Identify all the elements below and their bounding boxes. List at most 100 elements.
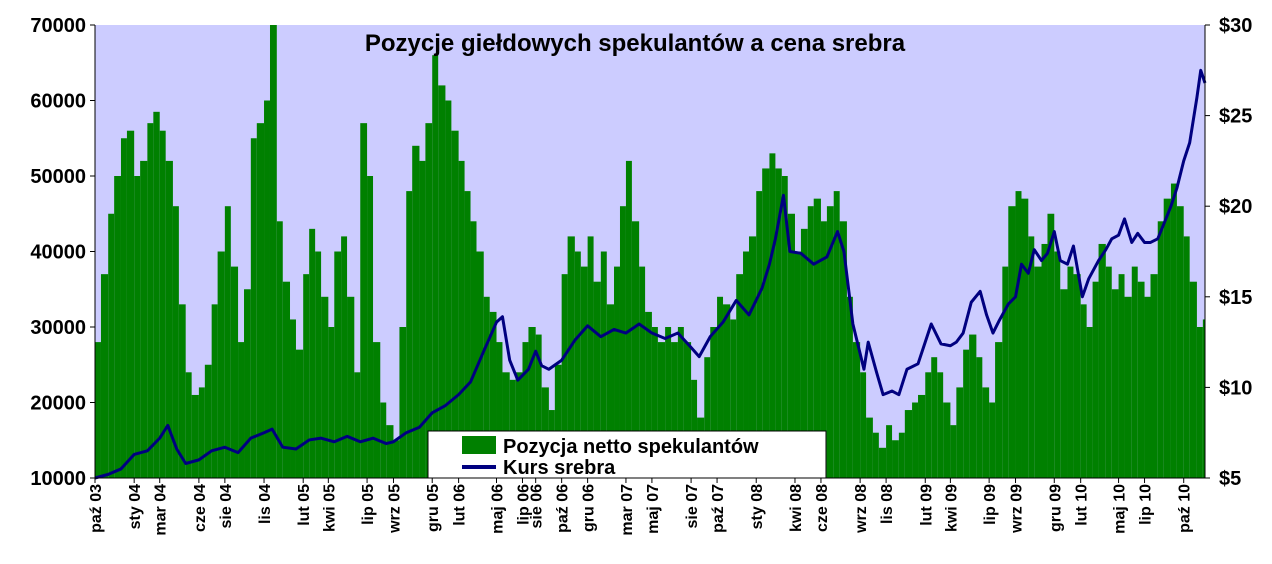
bar [483, 296, 490, 478]
left-tick-label: 40000 [30, 242, 86, 264]
left-tick-label: 60000 [30, 91, 86, 113]
bar [153, 111, 160, 478]
x-tick-label: paź 07 [710, 484, 727, 533]
bar [360, 123, 368, 479]
bar [619, 206, 626, 478]
bar [748, 236, 757, 478]
bar [399, 327, 407, 478]
bar [794, 251, 801, 478]
x-tick-label: lip 09 [982, 484, 999, 525]
bar [1086, 327, 1093, 478]
left-tick-label: 30000 [30, 317, 86, 339]
bar [743, 251, 749, 478]
bar [445, 100, 452, 478]
bar [1131, 266, 1138, 478]
x-tick-label: gru 05 [425, 484, 442, 532]
right-tick-label: $20 [1219, 196, 1252, 218]
x-tick-label: gru 09 [1047, 484, 1064, 532]
bar [191, 394, 199, 478]
bar [502, 372, 510, 478]
bar [276, 221, 283, 479]
x-tick-label: maj 10 [1112, 484, 1129, 534]
bar [1189, 281, 1197, 478]
right-tick-label: $15 [1219, 287, 1252, 309]
bar [458, 160, 465, 478]
bar [309, 228, 316, 478]
bar [807, 206, 814, 478]
bar [925, 372, 932, 478]
x-tick-label: paź 03 [88, 484, 105, 533]
bar [1067, 266, 1074, 478]
x-tick-label: paź 10 [1177, 484, 1194, 533]
bar [1002, 266, 1009, 478]
bar [813, 198, 821, 478]
left-tick-label: 70000 [30, 15, 86, 37]
bar [1073, 274, 1081, 478]
bar [386, 425, 394, 478]
right-tick-label: $25 [1219, 106, 1252, 128]
line-series [94, 68, 1207, 480]
bar [515, 372, 523, 478]
x-tick-label: lut 10 [1074, 484, 1091, 526]
x-tick-label: kwi 05 [321, 484, 338, 532]
bar [631, 221, 640, 479]
bar [438, 85, 446, 479]
bar [787, 213, 795, 478]
bar [470, 221, 477, 479]
bar [108, 213, 115, 478]
bar [976, 357, 983, 478]
bar [95, 342, 101, 478]
bar [476, 251, 484, 478]
bar [820, 221, 827, 479]
bar [775, 168, 782, 478]
bar [800, 228, 808, 478]
bar [315, 251, 322, 478]
bar [406, 191, 413, 478]
bar [419, 160, 426, 478]
bar [671, 342, 678, 478]
bar [717, 296, 724, 478]
x-tick-label: sie 04 [218, 484, 235, 529]
bar [528, 327, 536, 478]
bar [354, 372, 361, 478]
right-tick-label: $10 [1219, 377, 1252, 399]
x-tick-label: gru 06 [581, 484, 598, 532]
bar [509, 379, 516, 478]
bar [290, 319, 296, 478]
x-tick-label: wrz 05 [387, 484, 404, 534]
x-tick-label: kwi 09 [943, 484, 960, 532]
bar [912, 402, 919, 478]
bar [574, 251, 581, 478]
bar [1080, 304, 1087, 478]
bar [762, 168, 770, 478]
bar [683, 342, 692, 478]
bar [1202, 319, 1205, 478]
bar [723, 304, 731, 478]
bar [140, 160, 148, 478]
series-line-kurs-srebra [94, 68, 1207, 480]
bar [412, 145, 420, 479]
bar [892, 440, 899, 478]
bar [1157, 221, 1164, 479]
bar [833, 191, 840, 478]
right-tick-label: $5 [1219, 468, 1241, 490]
bar [1092, 281, 1099, 478]
bar [677, 327, 684, 478]
bar [963, 349, 970, 478]
bar [198, 387, 205, 478]
bar [730, 319, 737, 478]
bar [710, 327, 718, 478]
left-tick-label: 20000 [30, 393, 86, 415]
bar [172, 206, 179, 478]
bar [217, 251, 225, 478]
bar [651, 327, 658, 478]
bar [736, 274, 744, 478]
chart-title: Pozycje giełdowych spekulantów a cena sr… [365, 30, 906, 57]
bar [839, 221, 847, 479]
bar [1021, 198, 1029, 478]
bar [432, 55, 439, 478]
bar [321, 296, 329, 478]
left-tick-label: 50000 [30, 166, 86, 188]
bar [587, 236, 594, 478]
